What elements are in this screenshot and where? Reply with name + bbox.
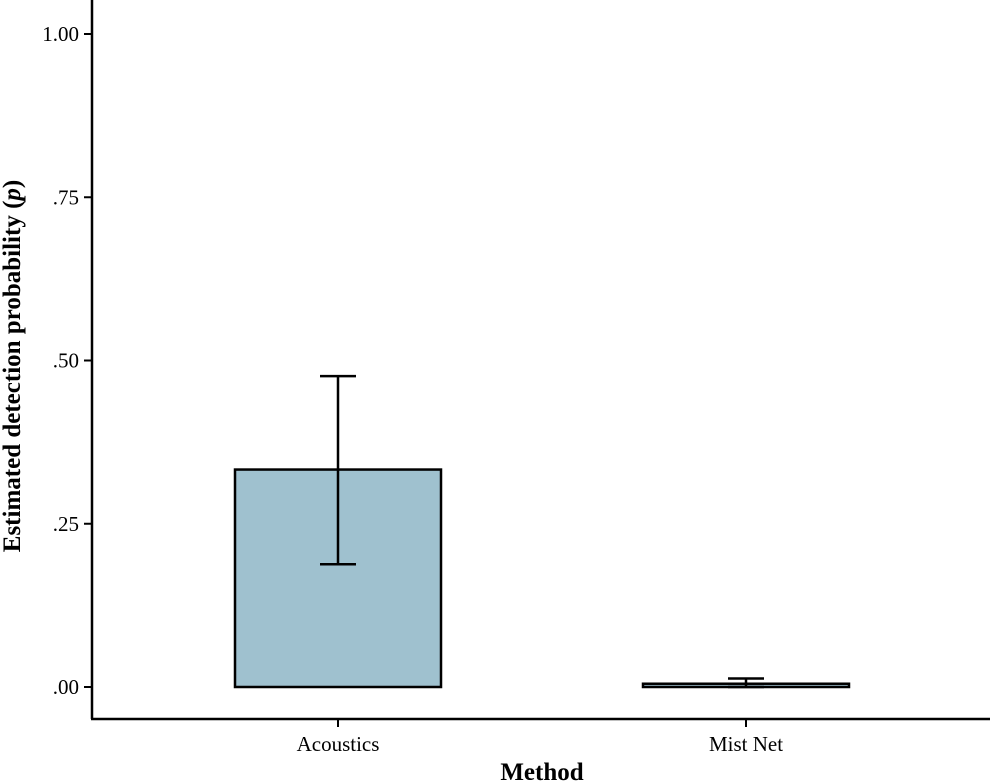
y-axis-title-part-1: Estimated detection probability ( [0,201,26,553]
y-axis-title: Estimated detection probability (p) [0,180,26,552]
y-tick-label: .75 [53,185,79,209]
y-axis-title-italic-p: p [0,188,26,203]
x-ticks-group: Acoustics Mist Net [297,719,783,756]
y-ticks-group: .00 .25 .50 .75 1.00 [42,22,92,699]
error-bars-group [320,374,764,689]
x-axis-title: Method [500,759,583,784]
y-axis-title-part-3: ) [0,180,26,188]
x-tick-label-mist-net: Mist Net [709,732,783,756]
y-tick-label: .50 [53,349,79,373]
y-tick-label: .00 [53,675,79,699]
bars-group [233,468,851,689]
y-tick-label: .25 [53,512,79,536]
y-tick-label: 1.00 [42,22,79,46]
x-tick-label-acoustics: Acoustics [297,732,380,756]
